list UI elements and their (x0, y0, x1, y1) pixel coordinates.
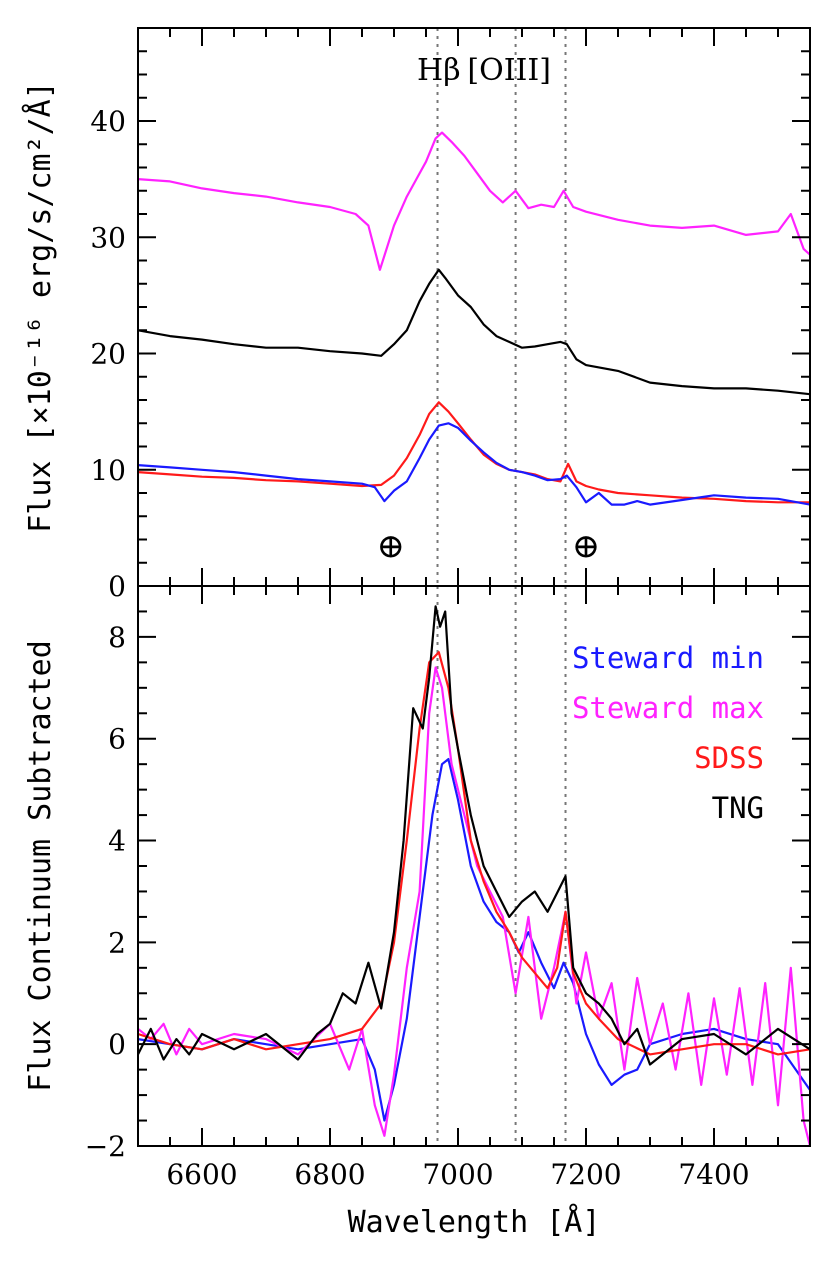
legend-entry-steward-max: Steward max (572, 691, 764, 725)
bot-y-tick-label: 8 (108, 621, 126, 654)
bot-series-line-1 (138, 666, 810, 1146)
bot-y-tick-label: 4 (108, 825, 126, 858)
top-panel: 0 10 20 30 40 Hβ [OIII] ⊕ ⊕ Flux [×10⁻¹⁶ erg… (22, 27, 811, 603)
top-y-tick-label: 0 (108, 570, 126, 603)
bottom-line-markers (436, 586, 567, 1146)
top-series-line-2 (138, 401, 810, 504)
legend-entry-tng: TNG (712, 791, 764, 825)
telluric-symbol-1: ⊕ (377, 526, 406, 566)
annotation-oiii: [OIII] (467, 53, 551, 88)
top-y-tick-label: 20 (90, 338, 126, 371)
bot-series-line-0 (138, 757, 810, 1122)
bot-y-tick-label: −2 (85, 1130, 126, 1163)
legend-entry-steward-min: Steward min (572, 641, 764, 675)
top-y-tick-label: 40 (90, 105, 126, 138)
top-series-line-1 (138, 268, 810, 396)
bottom-y-axis-title: Flux Continuum Subtracted (23, 640, 58, 1092)
top-y-tick-label: 30 (90, 221, 126, 254)
bot-series-line-3 (138, 605, 810, 1066)
x-tick-label: 7400 (678, 1158, 749, 1191)
bottom-y-tick-labels: −2 0 2 4 6 8 (85, 621, 126, 1163)
bottom-series-group (138, 605, 810, 1146)
top-y-tick-label: 10 (90, 454, 126, 487)
x-tick-label: 7200 (550, 1158, 621, 1191)
bottom-panel: −2 0 2 4 6 8 6600 6800 7000 7200 7400 Steward min… (23, 585, 811, 1240)
top-plot-frame (137, 27, 811, 587)
top-series-line-3 (138, 422, 810, 506)
legend-entry-sdss: SDSS (694, 741, 764, 775)
x-tick-label: 7000 (422, 1158, 493, 1191)
top-y-axis-title: Flux [×10⁻¹⁶ erg/s/cm²/Å] (22, 81, 58, 533)
bottom-ticks (137, 585, 811, 1147)
top-line-markers (436, 28, 567, 586)
x-tick-label: 6600 (166, 1158, 237, 1191)
top-series-line-0 (138, 131, 810, 271)
bot-y-tick-label: 0 (108, 1028, 126, 1061)
x-axis-title: Wavelength [Å] (348, 1204, 601, 1240)
x-tick-labels: 6600 6800 7000 7200 7400 (166, 1158, 749, 1191)
top-y-tick-labels: 0 10 20 30 40 (90, 105, 126, 603)
annotation-hbeta: Hβ (417, 53, 461, 88)
legend: Steward min Steward max SDSS TNG (572, 641, 764, 825)
top-series-group (138, 131, 810, 506)
bot-y-tick-label: 6 (108, 723, 126, 756)
bot-series-line-2 (138, 651, 810, 1056)
bot-y-tick-label: 2 (108, 926, 126, 959)
telluric-symbol-2: ⊕ (572, 526, 601, 566)
x-tick-label: 6800 (294, 1158, 365, 1191)
top-ticks (137, 27, 811, 587)
